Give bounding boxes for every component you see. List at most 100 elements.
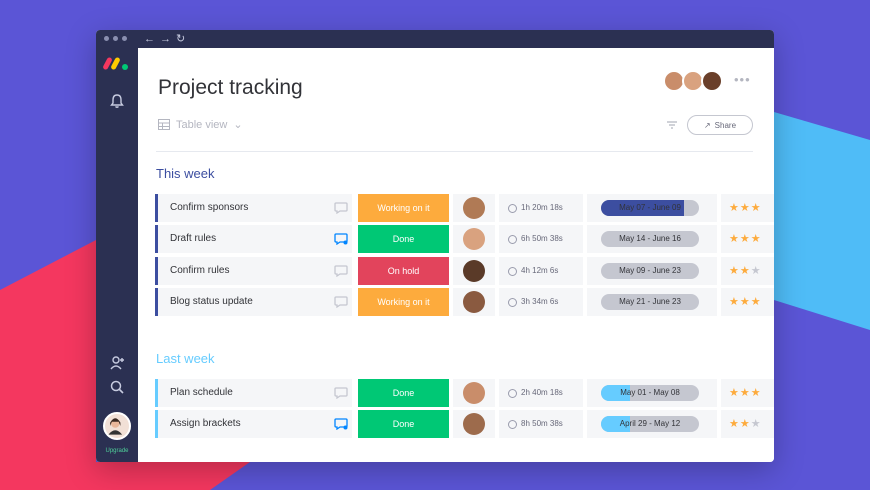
more-options-icon[interactable]: ••• (734, 72, 751, 87)
table-row[interactable]: Confirm rules On hold 4h 12m 6s May 09 - Ju… (155, 256, 774, 285)
time-tracking-cell[interactable]: 3h 34m 6s (499, 287, 583, 316)
star-icon[interactable]: ★ (729, 233, 740, 246)
star-icon[interactable]: ★ (750, 418, 762, 431)
play-timer-icon[interactable] (508, 204, 517, 213)
time-tracking-cell[interactable]: 8h 50m 38s (499, 410, 583, 439)
group-title[interactable]: Last week (156, 351, 215, 366)
updates-active-icon[interactable] (334, 418, 348, 431)
timeline-bar[interactable]: May 01 - May 08 (601, 385, 699, 401)
timeline-cell[interactable]: April 29 - May 12 (587, 410, 717, 439)
user-avatar[interactable] (103, 412, 131, 440)
table-row[interactable]: Assign brackets Done 8h 50m 38s April 29 - … (155, 410, 774, 439)
person-cell[interactable] (453, 256, 495, 285)
star-icon[interactable]: ★ (739, 418, 751, 431)
table-row[interactable]: Blog status update Working on it 3h 34m 6s… (155, 287, 774, 316)
status-cell[interactable]: Done (358, 379, 449, 407)
updates-icon[interactable] (334, 296, 348, 308)
star-icon[interactable]: ★ (729, 418, 740, 431)
upgrade-link[interactable]: Upgrade (105, 448, 129, 454)
person-cell[interactable] (453, 194, 495, 222)
time-tracking-cell[interactable]: 1h 20m 18s (499, 194, 583, 222)
reload-icon[interactable]: ↻ (176, 33, 186, 45)
star-icon[interactable]: ★ (750, 387, 762, 399)
timeline-cell[interactable]: May 07 - June 09 (587, 194, 717, 222)
star-icon[interactable]: ★ (729, 264, 740, 277)
invite-member-icon[interactable] (108, 354, 126, 372)
updates-icon[interactable] (334, 387, 348, 399)
group-title[interactable]: This week (156, 166, 215, 181)
play-timer-icon[interactable] (508, 235, 517, 245)
timeline-bar[interactable]: May 14 - June 16 (601, 231, 699, 248)
person-cell[interactable] (453, 225, 495, 254)
item-name[interactable]: Assign brackets (155, 410, 352, 439)
star-icon[interactable]: ★ (750, 264, 762, 277)
table-row[interactable]: Draft rules Done 6h 50m 38s May 14 - June 1… (155, 225, 774, 254)
time-tracking-cell[interactable]: 2h 40m 18s (499, 379, 583, 407)
item-name[interactable]: Blog status update (155, 287, 352, 316)
star-icon[interactable]: ★ (750, 233, 762, 246)
timeline-cell[interactable]: May 01 - May 08 (587, 379, 717, 407)
member-avatar[interactable] (701, 70, 723, 92)
play-timer-icon[interactable] (508, 420, 517, 430)
forward-icon[interactable]: → (160, 33, 171, 45)
monday-logo-icon[interactable] (103, 54, 131, 72)
item-name[interactable]: Confirm sponsors (155, 194, 352, 222)
view-selector[interactable]: Table view ⌄ (158, 118, 243, 131)
item-name[interactable]: Confirm rules (155, 256, 352, 285)
rating-cell[interactable]: ★★★ (721, 379, 774, 407)
timeline-bar[interactable]: May 07 - June 09 (601, 200, 699, 216)
star-icon[interactable]: ★ (729, 202, 740, 214)
play-timer-icon[interactable] (508, 266, 517, 276)
filter-icon[interactable] (666, 120, 678, 130)
rating-cell[interactable]: ★★★ (721, 194, 774, 222)
timeline-cell[interactable]: May 21 - June 23 (587, 287, 717, 316)
rating-cell[interactable]: ★★★ (721, 410, 774, 439)
rating-cell[interactable]: ★★★ (721, 256, 774, 285)
assignee-avatar[interactable] (463, 228, 485, 251)
notification-bell-icon[interactable] (108, 92, 126, 110)
assignee-avatar[interactable] (463, 382, 485, 404)
item-name[interactable]: Plan schedule (155, 379, 352, 407)
search-icon[interactable] (108, 378, 126, 396)
star-icon[interactable]: ★ (729, 387, 740, 399)
rating-cell[interactable]: ★★★ (721, 287, 774, 316)
person-cell[interactable] (453, 410, 495, 439)
rating-cell[interactable]: ★★★ (721, 225, 774, 254)
assignee-avatar[interactable] (463, 259, 485, 282)
back-icon[interactable]: ← (144, 33, 155, 45)
person-cell[interactable] (453, 287, 495, 316)
status-cell[interactable]: Done (358, 225, 449, 254)
timeline-bar[interactable]: May 21 - June 23 (601, 293, 699, 310)
timeline-bar[interactable]: April 29 - May 12 (601, 416, 699, 433)
play-timer-icon[interactable] (508, 389, 517, 398)
star-icon[interactable]: ★ (729, 295, 740, 308)
timeline-cell[interactable]: May 14 - June 16 (587, 225, 717, 254)
item-name[interactable]: Draft rules (155, 225, 352, 254)
star-icon[interactable]: ★ (750, 202, 762, 214)
star-icon[interactable]: ★ (739, 264, 751, 277)
star-icon[interactable]: ★ (739, 387, 751, 399)
time-tracking-cell[interactable]: 6h 50m 38s (499, 225, 583, 254)
updates-active-icon[interactable] (334, 233, 348, 246)
star-icon[interactable]: ★ (739, 295, 751, 308)
window-controls[interactable] (104, 36, 127, 41)
timeline-bar[interactable]: May 09 - June 23 (601, 262, 699, 279)
play-timer-icon[interactable] (508, 297, 517, 307)
status-cell[interactable]: Working on it (358, 287, 449, 316)
star-icon[interactable]: ★ (739, 202, 751, 214)
assignee-avatar[interactable] (463, 413, 485, 436)
table-row[interactable]: Plan schedule Done 2h 40m 18s May 01 - May … (155, 379, 774, 407)
share-button[interactable]: ↗ Share (687, 115, 753, 135)
time-tracking-cell[interactable]: 4h 12m 6s (499, 256, 583, 285)
updates-icon[interactable] (334, 264, 348, 277)
assignee-avatar[interactable] (463, 290, 485, 313)
star-icon[interactable]: ★ (750, 295, 762, 308)
status-cell[interactable]: Working on it (358, 194, 449, 222)
star-icon[interactable]: ★ (739, 233, 751, 246)
person-cell[interactable] (453, 379, 495, 407)
status-cell[interactable]: Done (358, 410, 449, 439)
timeline-cell[interactable]: May 09 - June 23 (587, 256, 717, 285)
status-cell[interactable]: On hold (358, 256, 449, 285)
updates-icon[interactable] (334, 202, 348, 214)
assignee-avatar[interactable] (463, 197, 485, 219)
